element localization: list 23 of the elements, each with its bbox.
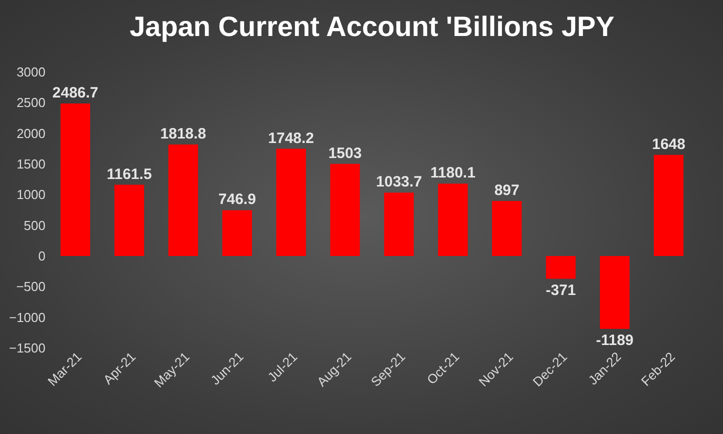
data-label: 1503 bbox=[328, 144, 362, 162]
data-label: 1161.5 bbox=[106, 166, 152, 183]
y-tick-label: −1000 bbox=[8, 310, 46, 325]
data-label: 746.9 bbox=[218, 191, 256, 208]
data-label: 897 bbox=[494, 182, 520, 199]
data-label: 1818.8 bbox=[160, 125, 206, 142]
y-tick-label: 2000 bbox=[16, 126, 46, 141]
y-tick-label: −1500 bbox=[8, 340, 46, 356]
data-label: -371 bbox=[546, 282, 576, 299]
data-label: 1033.7 bbox=[376, 174, 422, 191]
y-tick-label: 1000 bbox=[16, 187, 46, 202]
y-tick-label: 1500 bbox=[16, 156, 46, 172]
y-tick-label: 3000 bbox=[16, 64, 46, 80]
data-label: 1748.2 bbox=[268, 130, 314, 147]
y-tick-label: 2500 bbox=[16, 95, 46, 110]
data-label: -1189 bbox=[596, 332, 634, 349]
y-tick-label: 500 bbox=[24, 218, 46, 233]
y-tick-label: −500 bbox=[16, 279, 46, 294]
y-tick-label: 0 bbox=[38, 248, 46, 264]
chart-title: Japan Current Account 'Billions JPY bbox=[130, 11, 615, 42]
data-label: 1648 bbox=[652, 136, 686, 153]
data-label: 2486.7 bbox=[52, 84, 98, 102]
data-label: 1180.1 bbox=[430, 164, 476, 182]
